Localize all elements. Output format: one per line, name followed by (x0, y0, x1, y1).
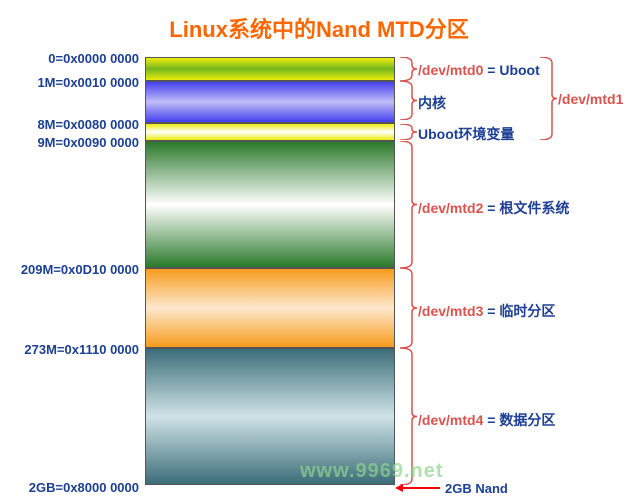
label-part: = (483, 200, 499, 216)
addr-label: 2GB=0x8000 0000 (0, 480, 139, 495)
label-part: /dev/mtd3 (418, 303, 483, 319)
partition-label: Uboot环境变量 (418, 124, 514, 144)
label-part: /dev/mtd0 (418, 62, 483, 78)
label-part: = (483, 62, 499, 78)
label-part: 根文件系统 (499, 200, 569, 216)
partition-block (145, 141, 395, 268)
watermark: www.9969.net (300, 460, 444, 483)
brace (400, 81, 418, 120)
addr-label: 209M=0x0D10 0000 (0, 262, 139, 277)
label-part: Uboot环境变量 (418, 126, 514, 142)
partition-block (145, 57, 395, 81)
partition-label: 内核 (418, 93, 446, 113)
nand-size-label: 2GB Nand (445, 481, 508, 496)
brace (400, 57, 418, 81)
brace (540, 57, 558, 140)
addr-label: 9M=0x0090 0000 (0, 135, 139, 150)
partition-label: /dev/mtd2 = 根文件系统 (418, 198, 569, 218)
diagram-title: Linux系统中的Nand MTD分区 (0, 12, 638, 44)
label-part: /dev/mtd1 (558, 91, 623, 107)
addr-label: 273M=0x1110 0000 (0, 342, 139, 357)
partition-label: /dev/mtd3 = 临时分区 (418, 301, 555, 321)
partition-block (145, 268, 395, 348)
addr-label: 8M=0x0080 0000 (0, 117, 139, 132)
label-part: /dev/mtd4 (418, 412, 483, 428)
nand-arrow (395, 483, 440, 493)
brace (400, 268, 418, 348)
brace (400, 124, 418, 140)
label-part: 临时分区 (499, 303, 555, 319)
label-part: Uboot (499, 62, 539, 78)
label-part: = (483, 412, 499, 428)
partition-block (145, 81, 395, 123)
label-part: = (483, 303, 499, 319)
label-part: 内核 (418, 95, 446, 111)
brace (400, 141, 418, 268)
addr-label: 1M=0x0010 0000 (0, 75, 139, 90)
partition-label: /dev/mtd4 = 数据分区 (418, 410, 555, 430)
partition-block (145, 123, 395, 141)
partition-label: /dev/mtd0 = Uboot (418, 62, 540, 78)
label-part: 数据分区 (499, 412, 555, 428)
partition-label: /dev/mtd1 (558, 91, 623, 107)
addr-label: 0=0x0000 0000 (0, 51, 139, 66)
label-part: /dev/mtd2 (418, 200, 483, 216)
